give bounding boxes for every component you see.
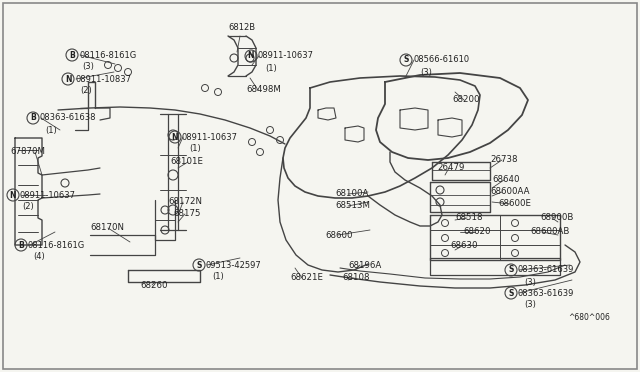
Text: N: N — [65, 74, 71, 83]
Text: (3): (3) — [420, 67, 432, 77]
Text: N: N — [172, 132, 179, 141]
Text: 68100A: 68100A — [335, 189, 369, 199]
Text: 08363-61638: 08363-61638 — [40, 113, 97, 122]
Text: 08116-8161G: 08116-8161G — [28, 241, 85, 250]
Text: 6812B: 6812B — [228, 23, 255, 32]
Text: 08911-10837: 08911-10837 — [75, 74, 131, 83]
Text: 67870M: 67870M — [10, 148, 45, 157]
Text: 68196A: 68196A — [348, 260, 381, 269]
Text: S: S — [403, 55, 409, 64]
Text: ^680^006: ^680^006 — [568, 314, 610, 323]
Text: (1): (1) — [189, 144, 201, 154]
Text: B: B — [18, 241, 24, 250]
Text: 08911-10637: 08911-10637 — [182, 132, 238, 141]
Text: 08911-10637: 08911-10637 — [258, 51, 314, 61]
Text: N: N — [10, 190, 16, 199]
Text: B: B — [30, 113, 36, 122]
Text: 68620: 68620 — [463, 228, 490, 237]
Text: 68260: 68260 — [140, 280, 168, 289]
Text: 68600AB: 68600AB — [530, 228, 570, 237]
Text: 09513-42597: 09513-42597 — [206, 260, 262, 269]
Text: (3): (3) — [524, 278, 536, 286]
Text: 68518: 68518 — [455, 214, 483, 222]
Text: 08116-8161G: 08116-8161G — [79, 51, 136, 60]
Text: 68621E: 68621E — [290, 273, 323, 282]
Text: (2): (2) — [80, 87, 92, 96]
Text: (4): (4) — [33, 253, 45, 262]
Text: 68498M: 68498M — [246, 86, 281, 94]
Text: 68900B: 68900B — [540, 214, 573, 222]
Text: 68101E: 68101E — [170, 157, 203, 167]
Text: 68640: 68640 — [492, 176, 520, 185]
Text: 68513M: 68513M — [335, 202, 370, 211]
Text: (3): (3) — [524, 301, 536, 310]
Text: 68108: 68108 — [342, 273, 369, 282]
Text: S: S — [508, 289, 514, 298]
Text: 68170N: 68170N — [90, 224, 124, 232]
Text: 26738: 26738 — [490, 155, 518, 164]
Text: 08566-61610: 08566-61610 — [413, 55, 469, 64]
Text: 68630: 68630 — [450, 241, 477, 250]
Text: 68200: 68200 — [452, 96, 479, 105]
Text: 68600E: 68600E — [498, 199, 531, 208]
Text: 68172N: 68172N — [168, 198, 202, 206]
Text: 68175: 68175 — [173, 209, 200, 218]
Text: 08911-10637: 08911-10637 — [20, 190, 76, 199]
Text: (1): (1) — [212, 273, 224, 282]
Text: S: S — [508, 266, 514, 275]
Text: (2): (2) — [22, 202, 34, 212]
Text: (1): (1) — [45, 125, 57, 135]
Text: N: N — [248, 51, 254, 61]
Text: 26479: 26479 — [437, 164, 465, 173]
Text: (1): (1) — [265, 64, 276, 73]
Text: 08363-61639: 08363-61639 — [518, 266, 574, 275]
Text: S: S — [196, 260, 202, 269]
Text: 08363-61639: 08363-61639 — [518, 289, 574, 298]
Text: 68600: 68600 — [325, 231, 353, 240]
Text: (3): (3) — [82, 62, 94, 71]
Text: B: B — [69, 51, 75, 60]
Text: 68600AA: 68600AA — [490, 187, 529, 196]
